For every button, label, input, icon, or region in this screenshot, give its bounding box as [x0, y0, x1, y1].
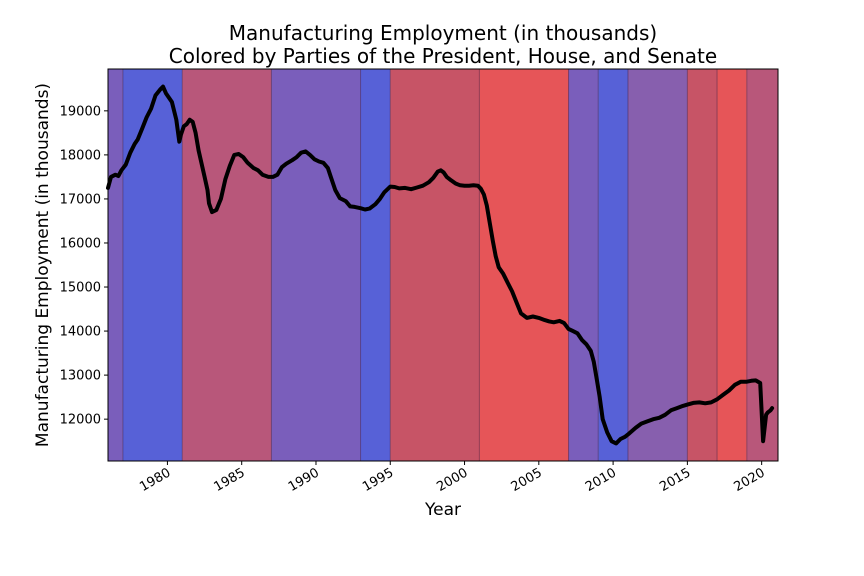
x-axis-label: Year [424, 500, 461, 520]
party-band-6 [390, 69, 480, 461]
y-axis: 12000 13000 14000 15000 16000 17000 18000 19000 [60, 104, 108, 428]
x-tick-label: 2020 [731, 465, 767, 495]
party-band-12 [717, 69, 747, 461]
party-band-8 [568, 69, 599, 461]
plot-frame [107, 68, 779, 462]
x-tick-label: 1995 [360, 465, 396, 495]
y-tick-label: 15000 [60, 281, 101, 296]
y-tick-label: 19000 [60, 104, 101, 119]
party-band-9 [598, 69, 628, 461]
party-bands [108, 69, 778, 461]
y-tick-label: 18000 [60, 148, 101, 163]
party-band-7 [479, 69, 569, 461]
y-axis-label: Manufacturing Employment (in thousands) [33, 83, 53, 447]
party-band-5 [360, 69, 391, 461]
chart-title: Manufacturing Employment (in thousands) [229, 21, 657, 45]
x-tick-label: 1980 [137, 465, 173, 495]
chart-subtitle: Colored by Parties of the President, Hou… [169, 44, 717, 68]
line-layer [106, 84, 775, 446]
x-tick-label: 2000 [434, 465, 470, 495]
party-band-11 [687, 69, 718, 461]
y-tick-label: 17000 [60, 192, 101, 207]
y-tick-label: 14000 [60, 325, 101, 340]
party-band-2 [122, 69, 183, 461]
x-tick-label: 2005 [509, 465, 545, 495]
employment-line [106, 84, 775, 446]
y-tick-label: 13000 [60, 369, 101, 384]
party-band-4 [271, 69, 361, 461]
party-band-1 [108, 69, 123, 461]
party-band-10 [627, 69, 688, 461]
x-tick-label: 1990 [286, 465, 322, 495]
y-tick-label: 16000 [60, 236, 101, 251]
x-tick-label: 1985 [212, 465, 248, 495]
y-tick-label: 12000 [60, 413, 101, 428]
x-tick-label: 2010 [583, 465, 619, 495]
x-axis: 1980 1985 1990 1995 2000 2005 2010 2015 2020 [137, 461, 768, 495]
x-tick-label: 2015 [657, 465, 693, 495]
